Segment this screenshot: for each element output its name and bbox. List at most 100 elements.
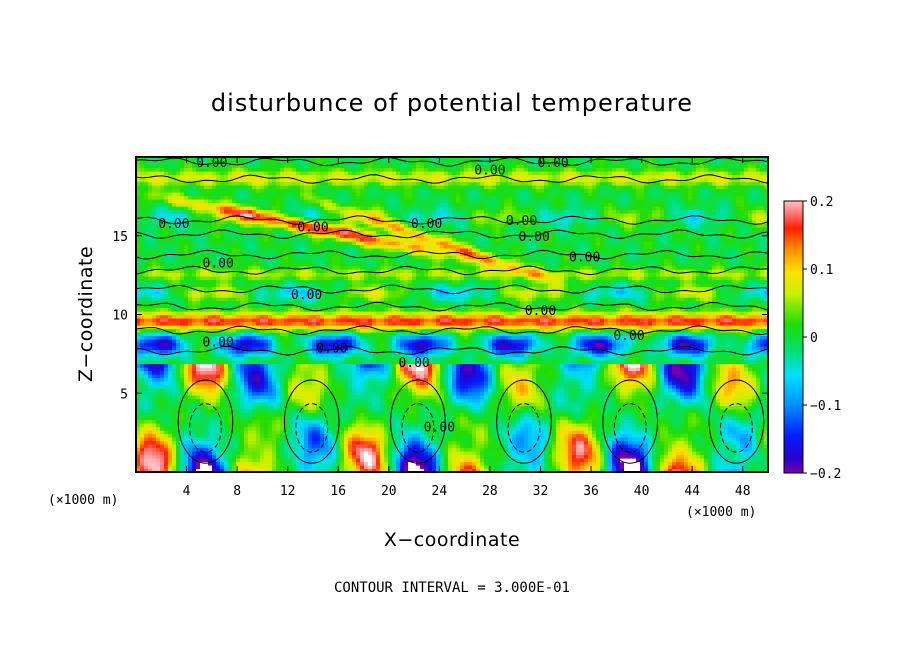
field-cell bbox=[500, 461, 505, 466]
field-cell bbox=[760, 374, 765, 379]
field-cell bbox=[396, 433, 401, 438]
field-cell bbox=[516, 465, 521, 470]
field-cell bbox=[720, 374, 725, 379]
field-cell bbox=[548, 381, 553, 386]
field-cell bbox=[384, 395, 389, 400]
field-cell bbox=[716, 405, 721, 410]
field-cell bbox=[652, 384, 657, 389]
field-cell bbox=[756, 461, 761, 466]
field-cell bbox=[528, 461, 533, 466]
field-cell bbox=[340, 430, 345, 435]
field-cell bbox=[676, 395, 681, 400]
field-cell bbox=[220, 416, 225, 421]
field-cell bbox=[248, 440, 253, 445]
field-cell bbox=[744, 416, 749, 421]
field-cell bbox=[580, 416, 585, 421]
field-cell bbox=[424, 440, 429, 445]
field-cell bbox=[648, 451, 653, 456]
field-cell bbox=[680, 454, 685, 459]
field-cell bbox=[340, 423, 345, 428]
field-cell bbox=[576, 395, 581, 400]
field-cell bbox=[584, 374, 589, 379]
field-cell bbox=[600, 444, 605, 449]
field-cell bbox=[488, 440, 493, 445]
field-cell bbox=[524, 377, 529, 382]
field-cell bbox=[496, 465, 501, 470]
field-cell bbox=[184, 451, 189, 456]
field-cell bbox=[376, 454, 381, 459]
field-cell bbox=[728, 374, 733, 379]
field-cell bbox=[616, 402, 621, 407]
field-cell bbox=[140, 440, 145, 445]
field-cell bbox=[164, 444, 169, 449]
field-cell bbox=[748, 402, 753, 407]
field-cell bbox=[336, 444, 341, 449]
field-cell bbox=[280, 447, 285, 452]
field-cell bbox=[532, 416, 537, 421]
field-cell bbox=[620, 374, 625, 379]
field-cell bbox=[692, 405, 697, 410]
field-cell bbox=[488, 367, 493, 372]
field-cell bbox=[604, 444, 609, 449]
field-cell bbox=[708, 395, 713, 400]
field-cell bbox=[592, 381, 597, 386]
field-cell bbox=[364, 447, 369, 452]
field-cell bbox=[228, 458, 233, 463]
field-cell bbox=[508, 409, 513, 414]
field-cell bbox=[536, 426, 541, 431]
field-cell bbox=[536, 461, 541, 466]
field-cell bbox=[452, 374, 457, 379]
field-cell bbox=[332, 465, 337, 470]
field-cell bbox=[324, 433, 329, 438]
field-cell bbox=[168, 402, 173, 407]
field-cell bbox=[280, 395, 285, 400]
field-cell bbox=[604, 437, 609, 442]
field-cell bbox=[688, 465, 693, 470]
field-cell bbox=[684, 402, 689, 407]
field-cell bbox=[232, 405, 237, 410]
field-cell bbox=[228, 447, 233, 452]
field-cell bbox=[228, 444, 233, 449]
field-cell bbox=[208, 433, 213, 438]
field-cell bbox=[716, 384, 721, 389]
field-cell bbox=[344, 461, 349, 466]
field-cell bbox=[164, 451, 169, 456]
field-cell bbox=[532, 423, 537, 428]
field-cell bbox=[464, 454, 469, 459]
field-cell bbox=[676, 374, 681, 379]
field-cell bbox=[476, 388, 481, 393]
field-cell bbox=[552, 402, 557, 407]
field-cell bbox=[448, 384, 453, 389]
field-cell bbox=[392, 465, 397, 470]
field-cell bbox=[424, 370, 429, 375]
field-cell bbox=[720, 419, 725, 424]
field-cell bbox=[432, 398, 437, 403]
field-cell bbox=[140, 444, 145, 449]
field-cell bbox=[144, 465, 149, 470]
field-cell bbox=[368, 405, 373, 410]
field-cell bbox=[356, 377, 361, 382]
field-cell bbox=[692, 409, 697, 414]
field-cell bbox=[688, 437, 693, 442]
field-cell bbox=[464, 381, 469, 386]
field-cell bbox=[680, 433, 685, 438]
field-cell bbox=[748, 391, 753, 396]
field-cell bbox=[548, 444, 553, 449]
field-cell bbox=[760, 370, 765, 375]
field-cell bbox=[460, 374, 465, 379]
field-cell bbox=[660, 430, 665, 435]
field-cell bbox=[304, 468, 309, 472]
field-cell bbox=[716, 402, 721, 407]
field-cell bbox=[568, 433, 573, 438]
field-cell bbox=[688, 377, 693, 382]
field-cell bbox=[616, 454, 621, 459]
field-cell bbox=[136, 360, 141, 365]
field-cell bbox=[380, 416, 385, 421]
field-cell bbox=[204, 419, 209, 424]
field-cell bbox=[732, 468, 737, 472]
field-cell bbox=[424, 374, 429, 379]
field-cell bbox=[484, 374, 489, 379]
field-cell bbox=[164, 454, 169, 459]
field-cell bbox=[404, 367, 409, 372]
field-cell bbox=[704, 398, 709, 403]
